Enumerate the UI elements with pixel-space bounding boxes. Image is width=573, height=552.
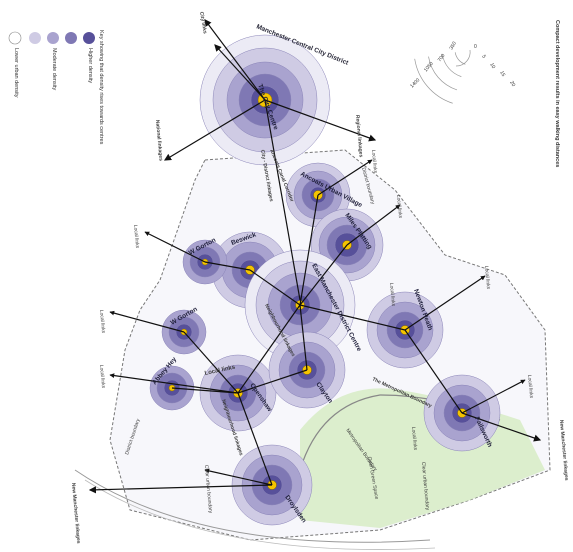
link-em-newton: [299, 304, 406, 331]
link-miles-em: [299, 244, 348, 306]
walking-arc-ring-2: [428, 56, 458, 91]
link-ancoats-em: [299, 194, 319, 306]
legend-higher: Higher density: [87, 48, 93, 83]
walking-title: Compact development results in easy walk…: [554, 20, 560, 167]
link-local-8: [461, 379, 526, 414]
legend-swatch-1: [8, 31, 22, 45]
walking-arc-ring-0: [454, 52, 466, 65]
link-local-3: [144, 231, 206, 263]
walking-arc-ring-1: [441, 54, 462, 77]
legend-moderate: Moderate density: [51, 48, 57, 90]
link-newton-failsworth: [404, 329, 463, 414]
link-city-nw: [214, 44, 266, 101]
walking-key: Compact development results in easy walk…: [409, 20, 560, 167]
legend-swatch-4: [65, 32, 77, 44]
label-local-links-9: Local links: [410, 427, 418, 451]
label-clear-urban-2: Clear urban boundary: [203, 465, 213, 514]
link-abbey-openshaw: [171, 387, 239, 394]
legend-lower: Lower urban density: [13, 48, 19, 98]
walking-label-1400: 1400: [409, 77, 421, 89]
label-local-links-6: Local links: [98, 310, 106, 334]
link-em-clayton: [299, 304, 308, 371]
density-legend: Key showing that density rises towards c…: [8, 30, 104, 145]
link-em-openshaw: [237, 304, 301, 394]
legend-swatch-2: [29, 32, 41, 44]
link-droylsden-newman: [88, 484, 273, 494]
label-local-links-5: Local links: [388, 283, 396, 307]
link-local-7: [109, 373, 239, 394]
walking-label-0: 0: [474, 44, 477, 50]
link-beswick-em: [249, 269, 301, 306]
link-wgorton-beswick: [204, 261, 251, 271]
linkage-lines: [88, 19, 542, 494]
link-local-4: [404, 275, 486, 331]
walking-arc-ring-3: [414, 58, 453, 104]
label-local-links-8: Local links: [526, 375, 534, 399]
link-national: [163, 99, 266, 161]
walking-label-700: 700: [437, 53, 447, 63]
link-clayton-openshaw: [237, 369, 308, 394]
link-city-district: [264, 99, 301, 301]
legend-title: Key showing that density rises towards c…: [98, 30, 104, 145]
label-local-links-7: Local links: [98, 365, 106, 389]
walking-label-350: 350: [449, 41, 458, 51]
label-new-manchester-2: New Manchester linkages: [70, 483, 81, 544]
link-local-6: [109, 310, 185, 333]
fringe-lines: [74, 469, 431, 543]
link-local-clear-urban: [204, 468, 273, 486]
label-national: National linkages: [154, 120, 164, 162]
label-regional: Regional linkages: [354, 115, 364, 158]
walking-label-15: 15: [498, 70, 506, 78]
walking-arc-1: [455, 49, 471, 67]
label-new-manchester-1: New Manchester linkages: [558, 420, 569, 481]
link-wgorton-openshaw: [183, 331, 239, 394]
walking-label-10: 10: [488, 62, 496, 70]
walking-label-1050: 1050: [423, 61, 435, 74]
label-city-links: City links: [198, 11, 208, 34]
link-regional: [264, 99, 377, 142]
link-local-1: [317, 159, 373, 196]
label-clear-urban-1: Clear urban boundary: [420, 462, 430, 511]
link-failsworth-newman: [461, 412, 542, 442]
label-local-links-4: Local links: [483, 266, 491, 290]
walking-label-5: 5: [480, 54, 487, 60]
legend-swatch-5: [83, 32, 95, 44]
link-city-links: [204, 19, 266, 101]
walking-arcs: [414, 52, 466, 104]
link-local-2: [346, 204, 401, 246]
legend-swatch-3: [47, 32, 59, 44]
label-local-links-2: Local links: [395, 195, 403, 219]
label-local-links-1: Local links: [370, 150, 378, 174]
walking-label-20: 20: [508, 80, 516, 88]
fringe-lines-2: [84, 479, 436, 550]
label-local-links-3: Local links: [132, 225, 140, 249]
link-openshaw-droylsden: [237, 392, 273, 486]
